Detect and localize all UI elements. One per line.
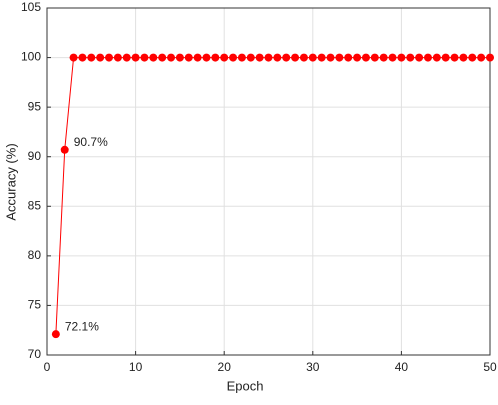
data-point <box>131 53 140 62</box>
data-point <box>193 53 202 62</box>
data-point <box>246 53 255 62</box>
value-label: 90.7% <box>74 135 108 149</box>
y-tick-label: 105 <box>21 0 41 14</box>
data-point <box>167 53 176 62</box>
data-point <box>361 53 370 62</box>
data-point <box>370 53 379 62</box>
data-point <box>450 53 459 62</box>
data-point <box>415 53 424 62</box>
data-point <box>486 53 494 62</box>
data-point <box>477 53 486 62</box>
data-point <box>158 53 167 62</box>
data-point <box>113 53 122 62</box>
data-point <box>335 53 344 62</box>
data-point <box>397 53 406 62</box>
x-tick-label: 50 <box>483 360 497 374</box>
x-tick-label: 10 <box>129 360 143 374</box>
data-point <box>468 53 477 62</box>
data-point <box>220 53 229 62</box>
y-tick-label: 95 <box>28 99 42 113</box>
data-point <box>51 330 60 339</box>
y-tick-label: 75 <box>28 298 42 312</box>
y-axis-label: Accuracy (%) <box>3 143 18 220</box>
data-point <box>353 53 362 62</box>
data-point <box>96 53 105 62</box>
data-point <box>388 53 397 62</box>
data-point <box>441 53 450 62</box>
y-tick-label: 80 <box>28 248 42 262</box>
data-point <box>423 53 432 62</box>
y-tick-label: 100 <box>21 50 41 64</box>
x-tick-label: 40 <box>395 360 409 374</box>
data-point <box>69 53 78 62</box>
data-point <box>211 53 220 62</box>
value-label: 72.1% <box>65 319 99 333</box>
data-point <box>317 53 326 62</box>
data-point <box>406 53 415 62</box>
data-point <box>60 145 69 154</box>
data-point <box>149 53 158 62</box>
data-point <box>105 53 114 62</box>
data-point <box>175 53 184 62</box>
data-point <box>291 53 300 62</box>
data-point <box>459 53 468 62</box>
data-point <box>308 53 317 62</box>
data-point <box>273 53 282 62</box>
data-point <box>264 53 273 62</box>
x-tick-label: 20 <box>218 360 232 374</box>
data-point <box>202 53 211 62</box>
plot-frame <box>46 7 491 356</box>
data-point <box>326 53 335 62</box>
data-point <box>140 53 149 62</box>
data-point <box>122 53 131 62</box>
data-point <box>237 53 246 62</box>
data-point <box>255 53 264 62</box>
series-line <box>55 57 490 335</box>
x-axis-label: Epoch <box>227 378 264 393</box>
data-point <box>78 53 87 62</box>
data-point <box>379 53 388 62</box>
x-tick-label: 0 <box>44 360 51 374</box>
data-point <box>344 53 353 62</box>
y-tick-label: 90 <box>28 149 42 163</box>
data-point <box>87 53 96 62</box>
data-point <box>229 53 238 62</box>
y-tick-label: 70 <box>28 347 42 361</box>
data-point <box>282 53 291 62</box>
data-point <box>184 53 193 62</box>
data-point <box>299 53 308 62</box>
y-tick-label: 85 <box>28 198 42 212</box>
x-tick-label: 30 <box>306 360 320 374</box>
data-point <box>432 53 441 62</box>
